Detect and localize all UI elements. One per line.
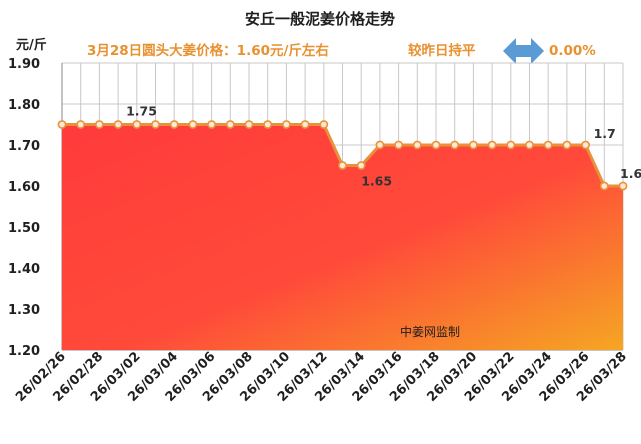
data-point xyxy=(244,120,254,129)
compare-text: 较昨日持平 xyxy=(408,42,476,59)
data-point xyxy=(132,120,142,129)
y-tick-label: 1.60 xyxy=(8,180,40,195)
data-point xyxy=(599,181,609,191)
price-area xyxy=(62,124,623,350)
y-tick-label: 1.90 xyxy=(8,57,40,72)
data-points xyxy=(57,120,628,191)
data-point xyxy=(562,140,572,150)
data-point xyxy=(225,120,235,129)
data-point xyxy=(487,140,497,150)
data-point xyxy=(169,120,179,129)
data-point xyxy=(95,120,104,129)
area-fill xyxy=(62,124,623,350)
data-point xyxy=(151,120,160,129)
data-point xyxy=(543,140,553,150)
x-axis: 26/02/2626/02/2826/03/0226/03/0426/03/06… xyxy=(13,349,630,405)
data-point xyxy=(431,140,441,150)
data-point xyxy=(412,140,422,150)
data-point xyxy=(188,120,198,129)
y-tick-label: 1.50 xyxy=(8,221,40,236)
data-point xyxy=(581,140,590,150)
data-labels: 1.75 1.65 1.7 1.6 xyxy=(126,104,641,189)
data-point xyxy=(113,120,123,129)
data-point xyxy=(263,120,273,129)
data-point xyxy=(57,120,67,129)
data-point xyxy=(338,161,347,170)
data-label: 1.65 xyxy=(361,174,392,189)
data-point xyxy=(207,120,216,129)
data-point xyxy=(319,120,329,129)
data-point xyxy=(525,140,534,150)
y-tick-label: 1.40 xyxy=(8,262,40,277)
data-point xyxy=(375,140,385,150)
y-axis-unit: 元/斤 xyxy=(16,37,47,53)
change-percent: 0.00% xyxy=(549,43,596,59)
chart-title: 安丘一般泥姜价格走势 xyxy=(245,10,395,28)
data-label: 1.75 xyxy=(126,104,157,119)
y-tick-label: 1.70 xyxy=(8,139,40,154)
y-tick-label: 1.20 xyxy=(8,344,40,359)
y-tick-label: 1.30 xyxy=(8,303,40,318)
data-point xyxy=(506,140,516,150)
data-point xyxy=(394,140,403,150)
y-tick-label: 1.80 xyxy=(8,98,40,113)
price-summary: 3月28日圆头大姜价格：1.60元/斤左右 xyxy=(87,42,329,59)
data-label: 1.7 xyxy=(594,126,616,141)
data-point xyxy=(76,120,86,129)
data-label: 1.6 xyxy=(620,166,641,181)
data-point xyxy=(300,120,310,129)
watermark: 中姜网监制 xyxy=(400,324,460,339)
y-axis: 1.90 1.80 1.70 1.60 1.50 1.40 1.30 1.20 xyxy=(8,57,40,359)
data-point xyxy=(468,140,478,150)
data-point xyxy=(356,161,366,170)
data-point xyxy=(450,140,460,150)
data-point xyxy=(281,120,291,129)
double-arrow-icon xyxy=(503,38,544,64)
data-point xyxy=(618,181,628,191)
